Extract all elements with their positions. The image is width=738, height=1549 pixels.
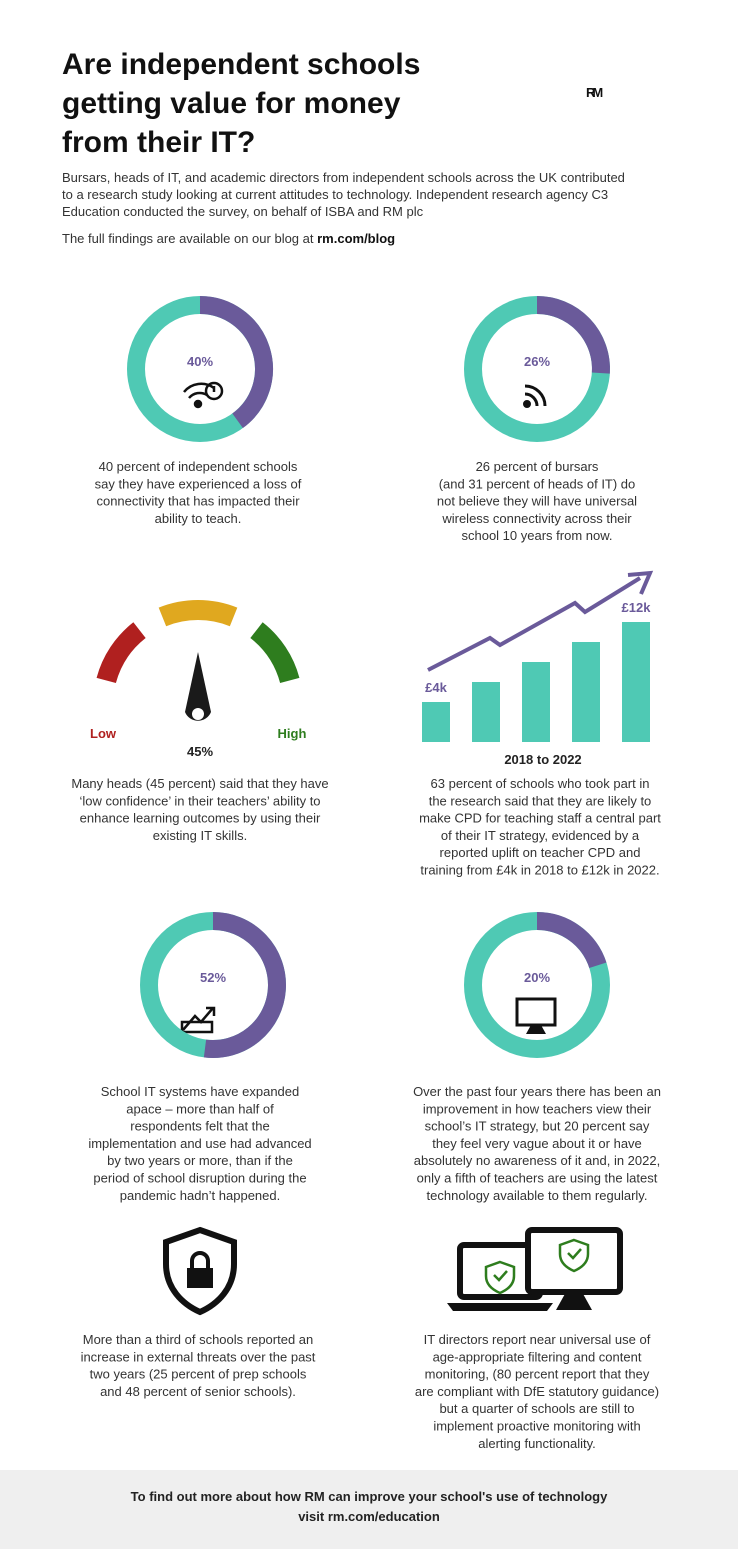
gauge-text: existing IT skills. [153,828,247,843]
stat-text: apace – more than half of [126,1101,274,1116]
logo: RM [586,85,602,100]
security-text: More than a third of schools reported an [83,1332,314,1347]
intro: to a research study looking at current a… [62,187,608,202]
wifi-alert-icon [183,381,224,409]
stat-text: by two years or more, than if the [107,1153,293,1168]
title: getting value for money [62,87,401,120]
stat-text: say they have experienced a loss of [95,476,302,491]
security-text: increase in external threats over the pa… [81,1349,316,1364]
stat-text: School IT systems have expanded [101,1084,300,1099]
intro: Bursars, heads of IT, and academic direc… [62,170,625,185]
title: Are independent schools [62,48,420,81]
donut-label: 26% [524,354,550,369]
gauge-high: High [278,726,307,741]
bar [422,702,450,742]
monitoring-text: implement proactive monitoring with [433,1419,640,1434]
footer-band [0,1470,738,1549]
findings-link: rm.com/blog [317,231,395,246]
gauge-hub [192,708,204,720]
trend-arrowhead [627,570,654,595]
gauge-needle [185,652,211,721]
gauge-label: 45% [187,744,213,759]
signal-icon [523,384,547,408]
donut-label: 20% [524,970,550,985]
stat-text: not believe they will have universal [437,494,637,509]
donut-arc [199,296,273,429]
bar-label: £12k [622,600,652,615]
stat-text: respondents felt that the [130,1119,269,1134]
stat-text: ability to teach. [155,511,242,526]
gauge-text: ‘low confidence’ in their teachers’ abil… [79,793,320,808]
monitoring-text: but a quarter of schools are still to [439,1401,634,1416]
bar-label: £4k [425,680,447,695]
stat-text: connectivity that has impacted their [96,494,300,509]
monitoring-text: alerting functionality. [478,1436,596,1451]
growth-text: 63 percent of schools who took part in [431,776,650,791]
security-text: and 48 percent of senior schools). [100,1384,296,1399]
bar [472,682,500,742]
donut-arc [203,912,286,1058]
stat-text: pandemic hadn’t happened. [120,1188,280,1203]
stat-text: absolutely no awareness of it and, in 20… [414,1153,660,1168]
stat-text: technology available to them regularly. [427,1188,648,1203]
bar [622,622,650,742]
gauge-text: enhance learning outcomes by using their [80,811,321,826]
devices-icon [447,1227,623,1311]
bar [522,662,550,742]
donut-arc [536,912,607,969]
gauge-segment [96,622,146,684]
security-text: two years (25 percent of prep schools [90,1367,307,1382]
growth-text: of their IT strategy, evidenced by a [441,828,640,843]
donut-label: 52% [200,970,226,985]
stat-text: only a fifth of teachers are using the l… [417,1171,658,1186]
stat-text: improvement in how teachers view their [423,1101,652,1116]
footer-text: To find out more about how RM can improv… [131,1489,608,1504]
bar [572,642,600,742]
stat-text: school’s IT strategy, but 20 percent say [425,1119,650,1134]
footer-text: visit rm.com/education [298,1509,440,1524]
intro: Education conducted the survey, on behal… [62,204,424,219]
stat-text: they feel very vague about it or have [432,1136,642,1151]
stat-text: wireless connectivity across their [441,511,632,526]
x-axis-label: 2018 to 2022 [504,752,581,767]
stat-text: Over the past four years there has been … [413,1084,661,1099]
growth-icon [180,1006,216,1034]
gauge-text: Many heads (45 percent) said that they h… [71,776,328,791]
stat-text: 26 percent of bursars [476,459,599,474]
gauge-segment [250,622,300,684]
stat-text: school 10 years from now. [461,528,612,543]
stat-text: 40 percent of independent schools [99,459,298,474]
gauge-segment [158,600,238,627]
trend-arrow [427,576,642,672]
growth-text: reported uplift on teacher CPD and [440,845,641,860]
growth-text: training from £4k in 2018 to £12k in 202… [420,863,659,878]
monitoring-text: IT directors report near universal use o… [424,1332,651,1347]
stat-text: period of school disruption during the [93,1171,306,1186]
monitoring-text: monitoring, (80 percent report that they [425,1367,650,1382]
stat-text: (and 31 percent of heads of IT) do [439,476,636,491]
donut-arc [536,296,610,374]
donut-label: 40% [187,354,213,369]
shield-lock-icon [163,1226,237,1316]
findings-prefix: The full findings are available on our b… [62,231,317,246]
monitoring-text: are compliant with DfE statutory guidanc… [415,1384,659,1399]
monitoring-text: age-appropriate filtering and content [433,1349,642,1364]
stat-text: implementation and use had advanced [88,1136,311,1151]
growth-text: make CPD for teaching staff a central pa… [419,811,661,826]
gauge-low: Low [90,726,117,741]
findings: The full findings are available on our b… [62,231,395,246]
growth-text: the research said that they are likely t… [429,793,652,808]
title: from their IT? [62,126,255,159]
monitor-icon [515,997,557,1034]
